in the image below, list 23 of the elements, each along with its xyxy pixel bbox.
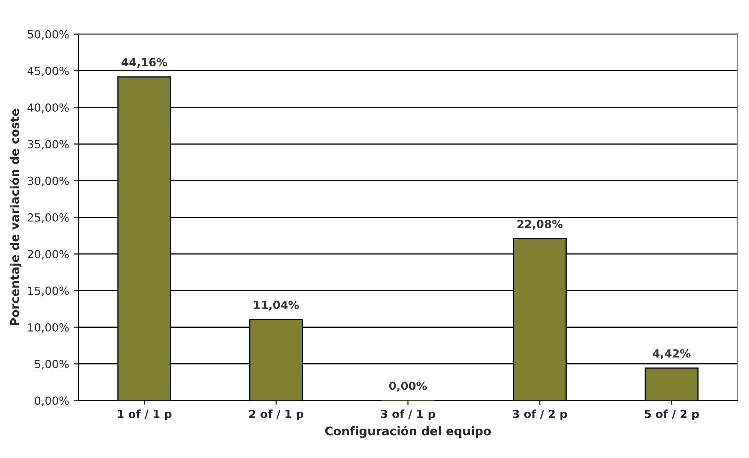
x-axis-title: Configuración del equipo [325,426,492,438]
data-label: 4,42% [653,349,691,360]
data-label: 0,00% [389,382,428,392]
y-tick-label: 20,00% [28,250,70,260]
y-tick-label: 25,00% [28,214,70,224]
y-tick-label: 15,00% [28,286,70,296]
y-tick-label: 40,00% [28,104,70,114]
x-tick-label: 2 of / 1 p [250,410,304,421]
y-tick-label: 35,00% [28,140,70,150]
y-tick-label: 30,00% [28,176,70,186]
y-axis-title: Porcentaje de variación de coste [10,109,22,326]
data-label: 44,16% [122,58,168,68]
x-tick-label: 3 of / 2 p [513,410,568,421]
data-label: 22,08% [518,220,563,230]
y-tick-label: 5,00% [35,360,70,370]
y-tick-label: 10,00% [28,323,70,333]
x-tick-label: 3 of / 1 p [381,410,436,421]
y-tick-label: 45,00% [28,66,70,77]
data-label: 11,04% [254,300,300,311]
y-tick-label: 50,00% [28,30,70,40]
x-tick-label: 5 of / 2 p [645,410,700,421]
x-tick-label: 1 of / 1 p [118,410,172,421]
y-tick-label: 0,00% [35,396,70,406]
